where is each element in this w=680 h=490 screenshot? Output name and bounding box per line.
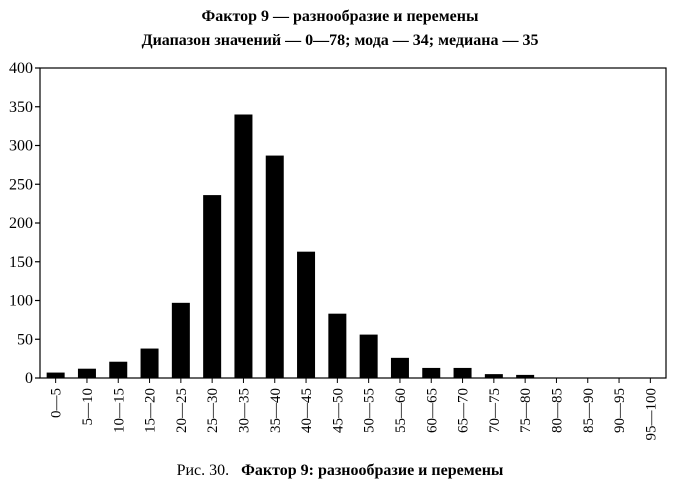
figure-caption: Рис. 30. Фактор 9: разнообразие и переме…	[0, 462, 680, 480]
caption-prefix: Рис. 30.	[176, 462, 230, 479]
x-tick-label: 20—25	[174, 388, 190, 433]
x-tick-label: 30—35	[236, 388, 252, 433]
bar	[171, 302, 190, 378]
x-tick-label: 55—60	[393, 388, 409, 433]
bar	[265, 155, 284, 378]
bar	[77, 368, 96, 378]
y-tick-label: 200	[9, 215, 33, 232]
x-tick-label: 45—50	[330, 388, 346, 433]
x-tick-label: 50—55	[362, 388, 378, 433]
x-tick-label: 80—85	[549, 388, 565, 433]
x-tick-label: 90—95	[612, 388, 628, 433]
bar	[140, 348, 159, 378]
bar	[234, 114, 253, 378]
bar	[390, 357, 409, 378]
x-tick-label: 5—10	[80, 388, 96, 426]
y-tick-label: 350	[9, 99, 33, 116]
bar	[422, 367, 441, 378]
y-tick-label: 50	[17, 331, 33, 348]
x-tick-label: 35—40	[268, 388, 284, 433]
bar	[484, 374, 503, 378]
x-tick-label: 65—70	[456, 388, 472, 433]
bar	[46, 372, 65, 378]
bar-chart: 0 50 100 150 200 250 300 350 400 0—5 5—10 10—15 15—2…	[9, 60, 667, 441]
x-tick-label: 85—90	[581, 388, 597, 433]
x-tick-label: 70—75	[487, 388, 503, 433]
x-tick-label: 40—45	[299, 388, 315, 433]
y-tick-label: 300	[9, 138, 33, 155]
bar	[328, 313, 347, 378]
bar	[359, 334, 378, 378]
x-tick-label: 10—15	[111, 388, 127, 433]
caption-text: Фактор 9: разнообразие и перемены	[241, 462, 504, 479]
bar	[203, 195, 222, 378]
bar	[297, 251, 316, 378]
bar	[453, 367, 472, 378]
y-tick-label: 150	[9, 254, 33, 271]
x-tick-label: 95—100	[643, 388, 659, 441]
plot-frame	[39, 67, 667, 379]
x-tick-label: 15—20	[143, 388, 159, 433]
bar	[516, 374, 535, 378]
chart-title: Фактор 9 — разнообразие и перемены	[201, 8, 479, 25]
x-tick-label: 25—30	[205, 388, 221, 433]
x-tick-label: 75—80	[518, 388, 534, 433]
y-tick-label: 100	[9, 293, 33, 310]
y-tick-label: 250	[9, 176, 33, 193]
x-tick-label: 60—65	[424, 388, 440, 433]
x-tick-label: 0—5	[49, 388, 65, 418]
chart-subtitle: Диапазон значений — 0—78; мода — 34; мед…	[141, 32, 539, 49]
y-tick-label: 400	[9, 60, 33, 77]
bar	[109, 361, 128, 378]
y-tick-label: 0	[25, 370, 33, 387]
